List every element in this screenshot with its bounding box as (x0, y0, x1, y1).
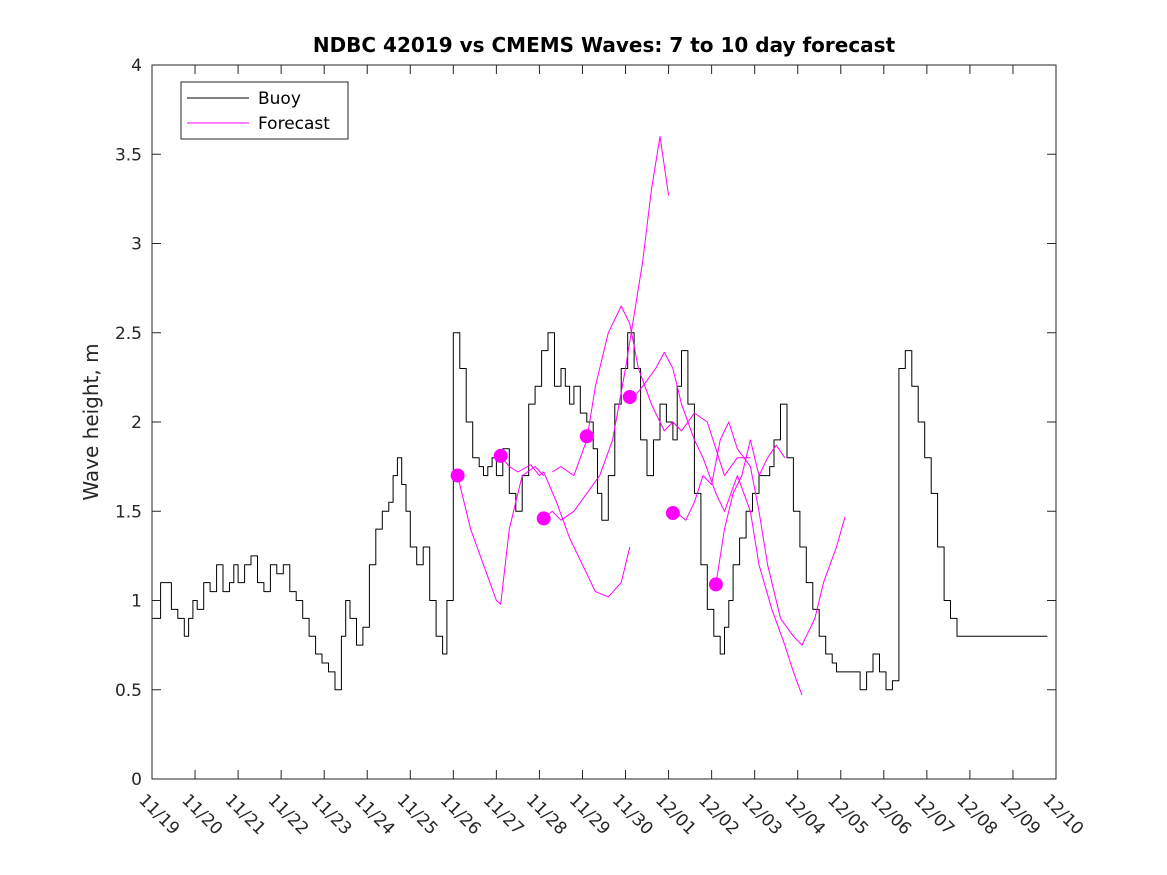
forecast-start-marker (622, 390, 637, 405)
forecast-series-line-5 (633, 351, 803, 696)
x-tick-label: 12/08 (952, 790, 1001, 839)
legend-box (180, 81, 349, 140)
x-tick-label: 11/20 (178, 790, 227, 839)
forecast-series-line-6 (676, 421, 846, 646)
y-tick-label: 4 (131, 56, 142, 76)
marker-layer (450, 390, 723, 592)
forecast-start-marker (579, 429, 594, 444)
x-tick-label: 11/21 (221, 790, 270, 839)
x-tick-label: 11/23 (307, 790, 356, 839)
x-tick-label: 12/07 (909, 790, 958, 839)
legend: Buoy Forecast (180, 81, 349, 140)
legend-forecast-label: Forecast (258, 114, 330, 134)
x-tick-label: 12/09 (995, 790, 1044, 839)
y-tick-label: 3.5 (115, 145, 142, 165)
series-layer (152, 135, 1048, 696)
x-tick-label: 12/04 (780, 790, 829, 839)
x-tick-label: 11/25 (393, 790, 442, 839)
x-tick-label: 11/22 (264, 790, 313, 839)
y-tick-label: 0 (131, 770, 142, 790)
x-tick-label: 12/01 (651, 790, 700, 839)
legend-buoy-label: Buoy (258, 89, 301, 109)
y-tick-labels: 0 0.5 1 1.5 2 2.5 3 3.5 4 (115, 56, 142, 790)
forecast-series-line-2 (500, 455, 631, 598)
forecast-series-line-3 (543, 135, 670, 521)
tick-layer (151, 64, 1057, 780)
forecast-start-marker (708, 577, 723, 592)
y-tick-label: 2 (131, 413, 142, 433)
forecast-start-marker (450, 468, 465, 483)
x-tick-label: 12/03 (737, 790, 786, 839)
x-tick-label: 12/10 (1038, 790, 1087, 839)
forecast-series-line-7 (715, 439, 786, 585)
x-tick-label: 11/30 (608, 790, 657, 839)
forecast-start-marker (493, 448, 508, 463)
y-tick-label: 2.5 (115, 324, 142, 344)
chart-title: NDBC 42019 vs CMEMS Waves: 7 to 10 day f… (313, 33, 896, 57)
forecast-start-marker (536, 511, 551, 526)
x-tick-label: 11/24 (350, 790, 399, 839)
x-tick-labels: 11/1911/2011/2111/2211/2311/2411/2511/26… (134, 790, 1087, 839)
y-tick-label: 1.5 (115, 502, 142, 522)
y-tick-label: 1 (131, 592, 142, 612)
x-tick-label: 12/05 (823, 790, 872, 839)
forecast-start-marker (665, 506, 680, 521)
plot-area (152, 65, 1056, 779)
x-tick-label: 11/26 (436, 790, 485, 839)
x-tick-label: 11/28 (522, 790, 571, 839)
x-tick-label: 12/06 (866, 790, 915, 839)
forecast-series-line-1 (457, 466, 545, 605)
x-tick-label: 11/29 (565, 790, 614, 839)
x-tick-label: 11/19 (134, 790, 183, 839)
y-axis-title: Wave height, m (79, 343, 103, 500)
y-tick-label: 0.5 (115, 681, 142, 701)
x-tick-label: 11/27 (479, 790, 528, 839)
x-tick-label: 12/02 (694, 790, 743, 839)
buoy-series-line (152, 332, 1048, 691)
y-tick-label: 3 (131, 235, 142, 255)
